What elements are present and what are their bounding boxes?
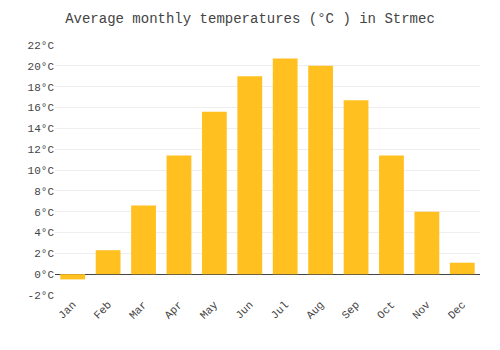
svg-text:22°C: 22°C — [28, 40, 55, 52]
svg-text:Dec: Dec — [446, 299, 468, 321]
svg-text:Average monthly temperatures (: Average monthly temperatures (°C ) in St… — [65, 11, 435, 27]
svg-text:Nov: Nov — [410, 299, 433, 322]
svg-text:16°C: 16°C — [28, 102, 55, 114]
svg-text:Jan: Jan — [56, 299, 78, 321]
svg-text:Aug: Aug — [304, 299, 326, 321]
svg-text:Apr: Apr — [162, 299, 184, 321]
svg-text:14°C: 14°C — [28, 123, 55, 135]
svg-text:20°C: 20°C — [28, 61, 55, 73]
svg-text:Jun: Jun — [233, 299, 255, 321]
svg-text:Feb: Feb — [92, 299, 114, 321]
svg-text:6°C: 6°C — [34, 207, 54, 219]
svg-text:-2°C: -2°C — [28, 290, 55, 302]
svg-text:4°C: 4°C — [34, 227, 54, 239]
svg-text:Sep: Sep — [340, 299, 362, 321]
svg-text:Jul: Jul — [269, 299, 291, 321]
svg-text:8°C: 8°C — [34, 186, 54, 198]
svg-text:0°C: 0°C — [34, 269, 54, 281]
svg-text:Mar: Mar — [127, 299, 149, 321]
svg-text:10°C: 10°C — [28, 165, 55, 177]
svg-text:2°C: 2°C — [34, 248, 54, 260]
svg-text:18°C: 18°C — [28, 82, 55, 94]
svg-text:Oct: Oct — [375, 299, 397, 321]
svg-text:May: May — [198, 299, 221, 322]
svg-text:12°C: 12°C — [28, 144, 55, 156]
